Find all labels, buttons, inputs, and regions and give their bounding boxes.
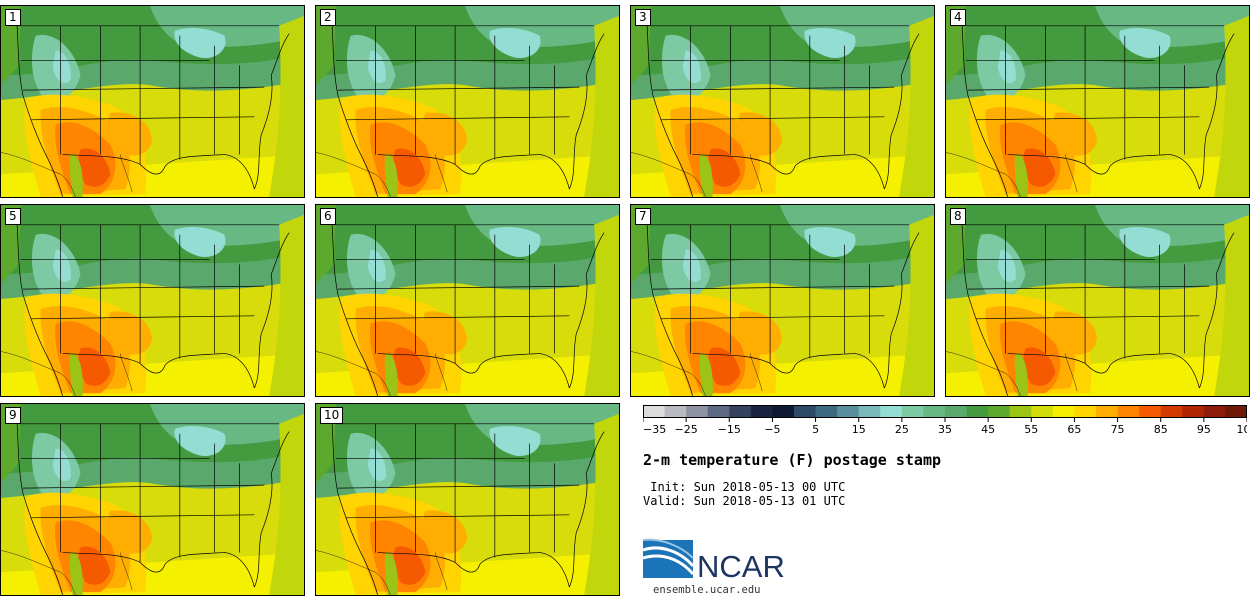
colorbar-swatch: [1009, 405, 1032, 418]
colorbar-swatch: [1225, 405, 1247, 418]
colorbar-tick-label: 85: [1154, 423, 1168, 436]
colorbar-tick-label: 15: [852, 423, 866, 436]
colorbar-swatch: [1074, 405, 1097, 418]
member-number-label: 6: [320, 208, 336, 225]
ensemble-member-panel: 2: [315, 5, 620, 198]
colorbar-swatch: [643, 405, 665, 418]
colorbar-swatch: [966, 405, 989, 418]
colorbar-swatch: [1139, 405, 1162, 418]
ensemble-member-panel: 8: [945, 204, 1250, 397]
chart-title: 2-m temperature (F) postage stamp: [643, 451, 942, 469]
temperature-map: [631, 205, 934, 396]
colorbar-swatch: [815, 405, 838, 418]
colorbar-swatch: [945, 405, 967, 418]
ensemble-member-panel: 4: [945, 5, 1250, 198]
temperature-colorbar: −35−25−15−55152535455565758595105115: [643, 405, 1248, 436]
temperature-map: [1, 205, 304, 396]
member-number-label: 10: [320, 407, 344, 424]
member-number-label: 2: [320, 9, 336, 26]
colorbar-swatch: [1182, 405, 1205, 418]
ensemble-member-panel: 5: [0, 204, 305, 397]
colorbar-swatch: [686, 405, 709, 418]
colorbar-tick-label: 35: [938, 423, 952, 436]
colorbar-tick-label: 45: [981, 423, 995, 436]
temperature-map: [316, 404, 619, 595]
ncar-logo: NCAR ensemble.ucar.edu: [642, 538, 785, 596]
member-number-label: 3: [635, 9, 651, 26]
colorbar-tick-label: 25: [895, 423, 909, 436]
ensemble-member-panel: 10: [315, 403, 620, 596]
colorbar-tick-label: 75: [1111, 423, 1125, 436]
colorbar-border: [643, 405, 1247, 418]
ensemble-url: ensemble.ucar.edu: [653, 584, 760, 596]
colorbar-tick-label: 65: [1067, 423, 1081, 436]
colorbar-tick-label: −25: [675, 423, 698, 436]
colorbar-swatch: [750, 405, 773, 418]
temperature-map: [1, 6, 304, 197]
ensemble-member-panel: 9: [0, 403, 305, 596]
colorbar-swatch: [772, 405, 795, 418]
temperature-map: [316, 205, 619, 396]
temperature-map: [946, 205, 1249, 396]
colorbar-swatch: [901, 405, 924, 418]
ensemble-member-panel: 3: [630, 5, 935, 198]
colorbar-tick-label: 5: [812, 423, 819, 436]
colorbar-swatch: [923, 405, 946, 418]
colorbar-swatch: [1117, 405, 1140, 418]
colorbar-swatch: [1031, 405, 1054, 418]
member-number-label: 8: [950, 208, 966, 225]
colorbar-swatch: [988, 405, 1011, 418]
colorbar-swatch: [794, 405, 816, 418]
colorbar-swatch: [707, 405, 730, 418]
temperature-map: [1, 404, 304, 595]
colorbar-tick-label: −15: [718, 423, 741, 436]
ensemble-member-panel: 7: [630, 204, 935, 397]
init-time: Init: Sun 2018-05-13 00 UTC: [643, 480, 846, 494]
colorbar-tick-label: 55: [1024, 423, 1038, 436]
member-number-label: 7: [635, 208, 651, 225]
temperature-map: [631, 6, 934, 197]
ncar-brand-text: NCAR: [697, 549, 785, 584]
colorbar-tick-label: −5: [764, 423, 780, 436]
colorbar-swatch: [837, 405, 860, 418]
ensemble-member-panel: 6: [315, 204, 620, 397]
colorbar-swatch: [858, 405, 881, 418]
member-number-label: 9: [5, 407, 21, 424]
colorbar-swatch: [1203, 405, 1226, 418]
colorbar-tick-label: 105: [1237, 423, 1248, 436]
colorbar-swatch: [1160, 405, 1183, 418]
member-number-label: 4: [950, 9, 966, 26]
temperature-map: [946, 6, 1249, 197]
colorbar-swatch: [664, 405, 687, 418]
colorbar-tick-label: 95: [1197, 423, 1211, 436]
valid-time: Valid: Sun 2018-05-13 01 UTC: [643, 494, 846, 508]
colorbar-tick-label: −35: [643, 423, 666, 436]
member-number-label: 1: [5, 9, 21, 26]
colorbar-swatch: [1096, 405, 1118, 418]
colorbar-swatch: [729, 405, 752, 418]
member-number-label: 5: [5, 208, 21, 225]
colorbar-swatch: [880, 405, 903, 418]
ensemble-member-panel: 1: [0, 5, 305, 198]
temperature-map: [316, 6, 619, 197]
colorbar-swatch: [1052, 405, 1075, 418]
